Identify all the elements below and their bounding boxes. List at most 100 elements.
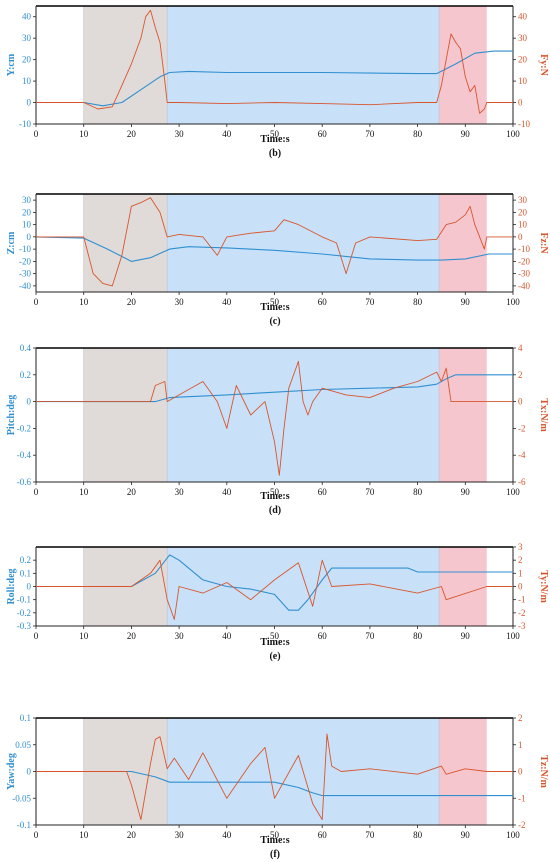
- x-tick-label: 80: [413, 297, 423, 307]
- y-right-tick-label: 3: [518, 542, 523, 552]
- y-left-tick-label: -0.3: [17, 621, 32, 631]
- x-tick-label: 40: [222, 830, 232, 840]
- y-right-tick-label: 4: [518, 343, 523, 353]
- y-left-tick-label: 30: [22, 195, 32, 205]
- x-tick-label: 40: [222, 631, 232, 641]
- y-right-tick-label: 0: [518, 232, 523, 242]
- series-right-line: [36, 360, 513, 476]
- zone-1: [83, 6, 168, 124]
- panel-c: 0 10 20 30 40 50 60 70 80 90 100-40-30-20-10010203…: [6, 193, 549, 327]
- x-tick-label: 10: [79, 631, 89, 641]
- panel-caption: (b): [269, 148, 281, 159]
- x-tick-label: 10: [79, 129, 89, 139]
- zone-2: [167, 547, 440, 626]
- x-tick-label: 80: [413, 830, 423, 840]
- y-left-tick-label: 0.4: [20, 343, 32, 353]
- x-tick-label: 30: [175, 631, 185, 641]
- x-tick-label: 70: [365, 830, 375, 840]
- series-right-line: [36, 197, 513, 287]
- x-tick-label: 90: [461, 297, 471, 307]
- y-right-tick-label: -1: [518, 793, 526, 803]
- panel-e: 0 10 20 30 40 50 60 70 80 90 100-0.3-0.2-0.100.10.…: [6, 542, 549, 662]
- x-tick-label: 20: [127, 631, 137, 641]
- x-tick-label: 80: [413, 631, 423, 641]
- y-left-tick-label: 0: [27, 767, 32, 777]
- y-right-tick-label: 1: [518, 740, 523, 750]
- x-axis-label: Time:s: [260, 637, 289, 648]
- zone-1: [83, 194, 168, 292]
- x-tick-label: 100: [506, 487, 520, 497]
- x-axis-label: Time:s: [260, 302, 289, 313]
- x-tick-label: 0: [34, 129, 39, 139]
- panel-d: 0 10 20 30 40 50 60 70 80 90 100-0.6-0.4-0.200.20.…: [6, 343, 549, 516]
- x-tick-label: 100: [506, 297, 520, 307]
- y-left-label: Yaw:deg: [6, 753, 17, 790]
- y-right-tick-label: 40: [518, 12, 528, 22]
- x-tick-label: 70: [365, 631, 375, 641]
- x-tick-label: 80: [413, 487, 423, 497]
- y-right-tick-label: -10: [518, 119, 530, 129]
- x-tick-label: 0: [34, 830, 39, 840]
- y-right-tick-label: 2: [518, 713, 523, 723]
- y-left-tick-label: -0.4: [17, 450, 32, 460]
- x-tick-label: 50: [270, 487, 280, 497]
- y-right-label: Ty:N/m: [538, 570, 549, 603]
- y-left-tick-label: 0: [27, 232, 32, 242]
- series-left-line: [35, 236, 513, 262]
- series-left-line: [36, 554, 513, 611]
- y-left-tick-label: 0.1: [20, 713, 31, 723]
- y-right-tick-label: 1: [518, 568, 523, 578]
- x-tick-label: 30: [175, 297, 185, 307]
- y-right-tick-label: 10: [518, 76, 528, 86]
- series-left-line: [36, 770, 513, 797]
- y-right-tick-label: 0: [518, 767, 523, 777]
- y-right-tick-label: 0: [518, 397, 523, 407]
- y-right-tick-label: -30: [518, 269, 530, 279]
- y-right-tick-label: 0: [518, 98, 523, 108]
- x-tick-label: 90: [461, 487, 471, 497]
- y-left-tick-label: 0: [27, 582, 32, 592]
- x-tick-label: 50: [270, 297, 280, 307]
- y-left-tick-label: 20: [22, 207, 32, 217]
- x-tick-label: 0: [34, 487, 39, 497]
- y-right-tick-label: -2: [518, 423, 526, 433]
- panel-caption: (f): [270, 849, 280, 860]
- y-right-label: Tx:N/m: [538, 398, 549, 432]
- y-left-tick-label: -20: [19, 256, 31, 266]
- x-tick-label: 30: [175, 487, 185, 497]
- y-right-tick-label: -1: [518, 595, 526, 605]
- x-tick-label: 70: [365, 297, 375, 307]
- panel-caption: (e): [269, 651, 280, 662]
- zone-2: [167, 194, 440, 292]
- x-tick-label: 50: [270, 830, 280, 840]
- y-right-tick-label: -4: [518, 450, 526, 460]
- y-left-tick-label: -30: [19, 269, 31, 279]
- panel-b: 0 10 20 30 40 50 60 70 80 90 100-10010203040-10010…: [6, 5, 549, 159]
- y-left-tick-label: -10: [19, 119, 31, 129]
- y-right-tick-label: -2: [518, 820, 526, 830]
- zone-3: [439, 348, 487, 482]
- zone-3: [439, 547, 487, 626]
- x-tick-label: 20: [127, 297, 137, 307]
- x-tick-label: 60: [318, 487, 328, 497]
- x-tick-label: 60: [318, 297, 328, 307]
- y-left-tick-label: 0: [27, 98, 32, 108]
- x-axis-label: Time:s: [260, 491, 289, 502]
- x-tick-label: 60: [318, 830, 328, 840]
- zone-2: [167, 348, 440, 482]
- x-tick-label: 40: [222, 129, 232, 139]
- x-tick-label: 30: [175, 129, 185, 139]
- panel-f: 0 10 20 30 40 50 60 70 80 90 100-0.1-0.0500.050.1-…: [6, 713, 549, 860]
- panel-caption: (c): [269, 316, 280, 327]
- x-tick-label: 0: [34, 297, 39, 307]
- y-left-tick-label: 10: [22, 220, 32, 230]
- y-left-tick-label: -0.05: [12, 793, 31, 803]
- series-right-line: [36, 559, 513, 620]
- zone-2: [167, 6, 440, 124]
- y-right-tick-label: 30: [518, 195, 528, 205]
- y-left-label: Roll:deg: [6, 568, 17, 604]
- x-axis-label: Time:s: [260, 835, 289, 846]
- y-left-label: Z:cm: [6, 231, 17, 254]
- x-tick-label: 80: [413, 129, 423, 139]
- y-right-tick-label: 2: [518, 370, 523, 380]
